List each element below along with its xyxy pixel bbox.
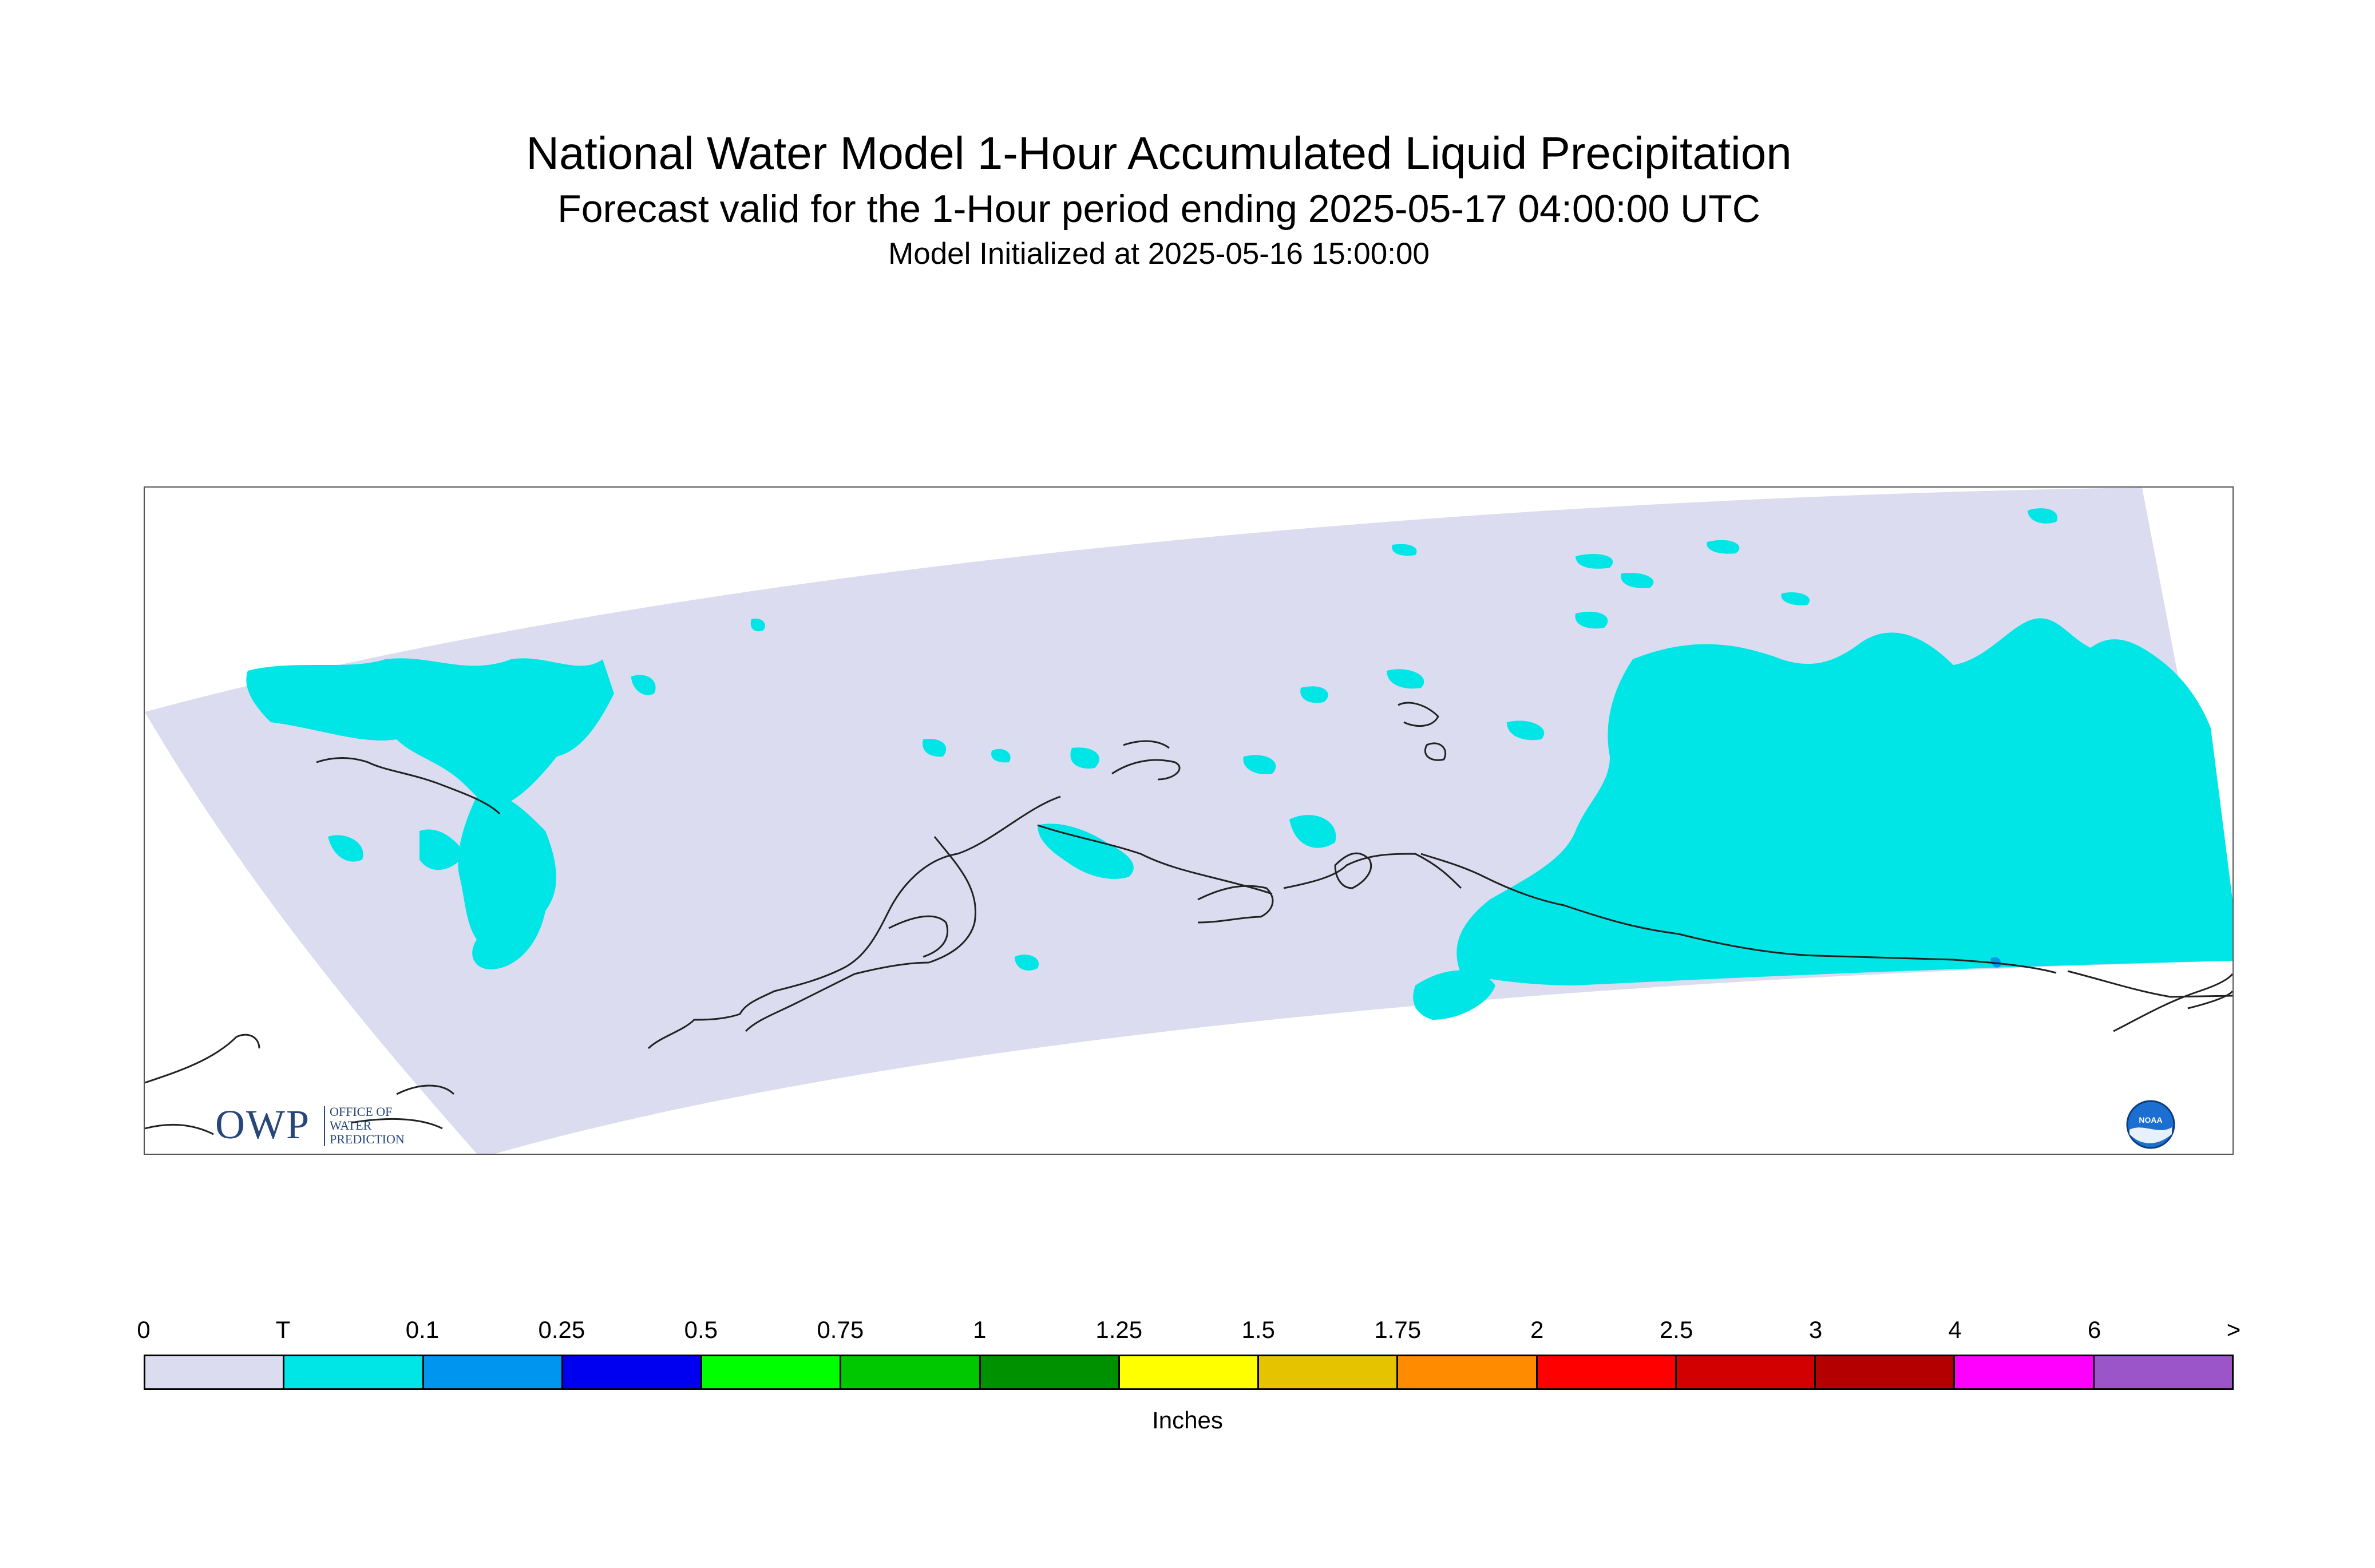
owp-logo-text: OWP [215,1102,310,1147]
owp-logo-line3: PREDICTION [330,1132,405,1146]
map-canvas [145,488,2232,1154]
trace-precip-areas [246,508,2232,1020]
owp-logo-line1: OFFICE OF [330,1104,393,1119]
colorbar-swatch [1119,1356,1260,1388]
legend-tick-label: 0 [137,1316,151,1343]
colorbar-swatch [423,1356,563,1388]
colorbar-swatch [1398,1356,1538,1388]
legend-tick-label: 6 [2087,1316,2101,1343]
init-subtitle: Model Initialized at 2025-05-16 15:00:00 [888,237,1430,271]
colorbar-swatch [284,1356,424,1388]
precipitation-map [144,486,2234,1155]
owp-logo-line2: WATER [330,1118,372,1133]
colorbar-swatch [2094,1356,2232,1388]
noaa-logo-text: NOAA [2139,1115,2162,1124]
legend-tick-label: 1 [973,1316,987,1343]
owp-logo: OWP OFFICE OF WATER PREDICTION [215,1102,421,1153]
legend-tick-label: 0.75 [817,1316,864,1343]
legend-tick-label: 0.5 [684,1316,718,1343]
colorbar-swatch [702,1356,842,1388]
legend-tick-label: 0.25 [538,1316,585,1343]
legend-tick-label: 1.75 [1374,1316,1422,1343]
legend-tick-label: 3 [1808,1316,1823,1343]
colorbar-swatch [563,1356,703,1388]
legend-tick-label: 2 [1530,1316,1544,1343]
colorbar-swatch [145,1356,285,1388]
precip-colorbar [144,1355,2234,1390]
legend-tick-labels: 0 T 0.1 0.25 0.5 0.75 1 1.25 1.5 1.75 2 2.5 3 4 6 > [0,1316,2375,1351]
colorbar-swatch [1537,1356,1677,1388]
colorbar-swatch [841,1356,981,1388]
chart-title: National Water Model 1-Hour Accumulated … [526,128,1792,179]
coastlines [145,702,2232,1135]
colorbar-swatch [980,1356,1120,1388]
legend-tick-label: T [275,1316,291,1343]
legend-tick-label: > [2226,1316,2241,1343]
legend-tick-label: 2.5 [1659,1316,1693,1343]
colorbar-swatch [1955,1356,2095,1388]
owp-logo-divider [324,1106,325,1146]
legend-tick-label: 0.1 [405,1316,440,1343]
legend-tick-label: 1.25 [1095,1316,1143,1343]
colorbar-swatch [1816,1356,1956,1388]
legend-tick-label: 1.5 [1241,1316,1275,1343]
noaa-logo: NOAA [2126,1100,2175,1149]
forecast-subtitle: Forecast valid for the 1-Hour period end… [557,187,1760,231]
colorbar-swatch [1676,1356,1816,1388]
legend-tick-label: 4 [1948,1316,1962,1343]
legend-unit-label: Inches [1152,1407,1223,1434]
colorbar-swatch [1259,1356,1399,1388]
